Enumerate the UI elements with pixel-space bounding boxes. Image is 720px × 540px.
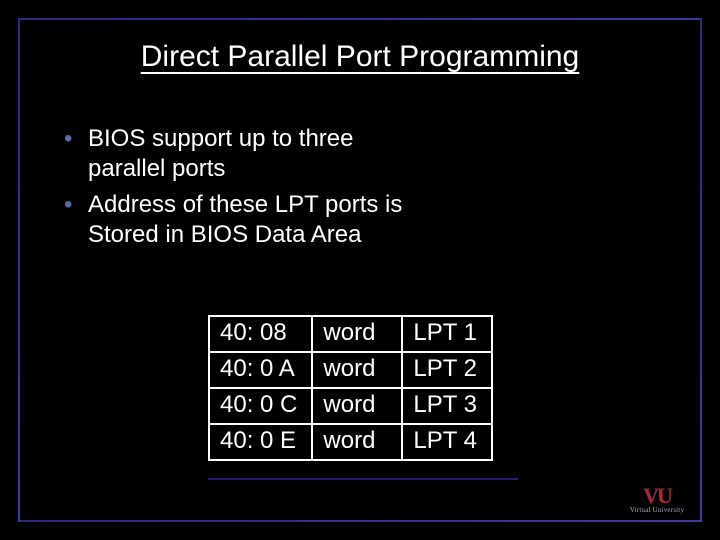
vu-logo: VU Virtual University: [618, 482, 696, 518]
table-row: 40: 0 A word LPT 2: [209, 352, 492, 388]
bullet-item: BIOS support up to three parallel ports: [64, 124, 404, 184]
table-row: 40: 0 C word LPT 3: [209, 388, 492, 424]
slide-border-left: [18, 18, 20, 522]
slide-border-right: [700, 18, 702, 522]
cell-port: LPT 2: [402, 352, 492, 388]
cell-address: 40: 0 C: [209, 388, 312, 424]
cell-size: word: [312, 424, 402, 460]
logo-main: VU: [643, 486, 671, 506]
cell-port: LPT 4: [402, 424, 492, 460]
slide-title: Direct Parallel Port Programming: [0, 40, 720, 74]
cell-port: LPT 1: [402, 316, 492, 352]
slide-border-top: [18, 18, 702, 20]
bullet-item: Address of these LPT ports is Stored in …: [64, 190, 404, 250]
cell-size: word: [312, 316, 402, 352]
cell-size: word: [312, 388, 402, 424]
table-row: 40: 0 E word LPT 4: [209, 424, 492, 460]
table: 40: 08 word LPT 1 40: 0 A word LPT 2 40:…: [208, 315, 493, 461]
cell-address: 40: 0 A: [209, 352, 312, 388]
bullet-list: BIOS support up to three parallel ports …: [64, 124, 404, 256]
table-row: 40: 08 word LPT 1: [209, 316, 492, 352]
cell-size: word: [312, 352, 402, 388]
cell-address: 40: 0 E: [209, 424, 312, 460]
slide-border-bottom: [18, 520, 702, 522]
cell-address: 40: 08: [209, 316, 312, 352]
logo-subtitle: Virtual University: [630, 506, 684, 514]
footer-rule: [208, 478, 518, 480]
slide: Direct Parallel Port Programming BIOS su…: [0, 0, 720, 540]
cell-port: LPT 3: [402, 388, 492, 424]
lpt-address-table: 40: 08 word LPT 1 40: 0 A word LPT 2 40:…: [208, 315, 493, 461]
